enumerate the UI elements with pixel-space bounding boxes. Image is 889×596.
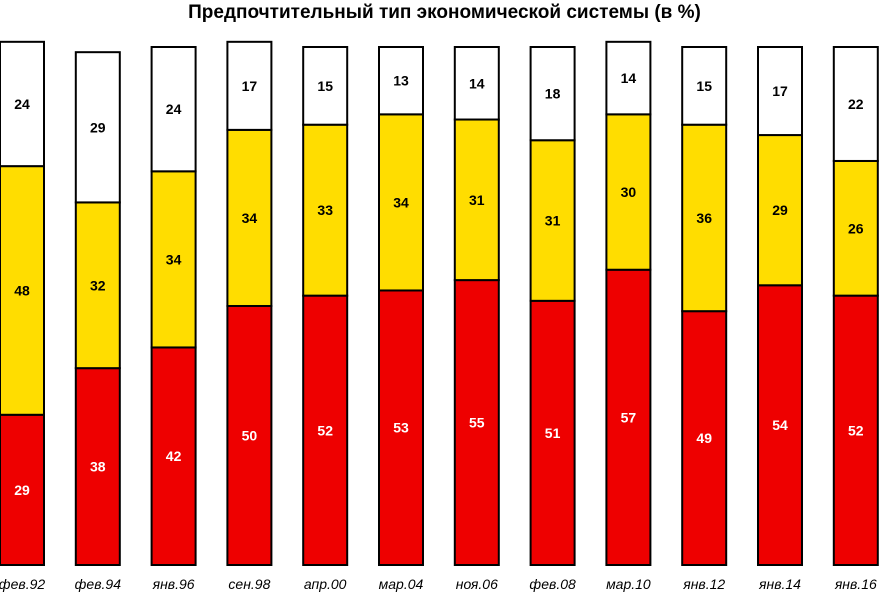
bar-segment-5-2 — [378, 46, 424, 116]
value-label-0-0: 29 — [14, 482, 30, 498]
bar-segment-5-0 — [378, 289, 424, 566]
bar-segment-0-2 — [0, 40, 45, 168]
value-label-11-2: 22 — [848, 96, 864, 112]
bar-segment-7-1 — [529, 139, 576, 302]
value-label-3-1: 34 — [242, 210, 258, 226]
value-label-1-2: 29 — [90, 119, 106, 135]
value-label-1-1: 32 — [90, 277, 106, 293]
bar-segment-7-2 — [529, 46, 576, 142]
value-label-7-1: 31 — [545, 213, 561, 229]
bar-segment-9-0 — [681, 310, 728, 566]
bar-segment-8-1 — [605, 113, 652, 271]
value-label-7-2: 18 — [545, 86, 561, 102]
x-tick-label-10: янв.14 — [758, 576, 801, 592]
bar-segment-2-2 — [150, 46, 197, 173]
value-label-4-2: 15 — [317, 78, 333, 94]
value-label-1-0: 38 — [90, 459, 106, 475]
value-label-10-1: 29 — [772, 202, 788, 218]
bar-segment-10-0 — [757, 284, 803, 566]
bars-group — [0, 40, 879, 566]
value-label-8-2: 14 — [621, 70, 637, 86]
bar-segment-4-1 — [302, 123, 349, 297]
chart-title: Предпочтительный тип экономической систе… — [188, 2, 701, 23]
value-label-9-1: 36 — [696, 210, 712, 226]
bar-segment-6-1 — [453, 118, 500, 282]
x-tick-labels-group: фев.92 фев.94 янв.96 сен.98 апр.00 мар.04 ноя.… — [0, 576, 877, 592]
x-tick-label-7: фев.08 — [529, 576, 576, 592]
x-tick-label-6: ноя.06 — [456, 576, 498, 592]
value-label-11-1: 26 — [848, 220, 864, 236]
bar-segment-4-2 — [302, 46, 349, 126]
value-label-6-0: 55 — [469, 415, 485, 431]
x-tick-label-3: сен.98 — [228, 576, 270, 592]
bar-segment-4-0 — [302, 294, 349, 566]
value-label-9-2: 15 — [696, 78, 712, 94]
value-label-11-0: 52 — [848, 422, 864, 438]
bar-segment-11-0 — [832, 294, 879, 566]
value-label-4-1: 33 — [317, 202, 333, 218]
value-label-2-0: 42 — [166, 448, 182, 464]
bar-segment-6-2 — [453, 46, 500, 121]
x-tick-label-4: апр.00 — [304, 576, 347, 592]
value-label-7-0: 51 — [545, 425, 561, 441]
bar-segment-0-1 — [0, 165, 45, 416]
bar-segment-9-1 — [681, 123, 728, 313]
value-label-4-0: 52 — [317, 422, 333, 438]
bar-segment-3-2 — [226, 40, 273, 131]
x-tick-label-5: мар.04 — [379, 576, 424, 592]
bar-segment-11-1 — [832, 159, 879, 297]
bar-segment-3-1 — [226, 128, 273, 307]
value-label-8-0: 57 — [621, 409, 637, 425]
value-label-0-1: 48 — [14, 282, 30, 298]
value-label-10-0: 54 — [772, 417, 788, 433]
x-tick-label-2: янв.96 — [152, 576, 195, 592]
x-tick-label-1: фев.94 — [75, 576, 122, 592]
value-label-9-0: 49 — [696, 430, 712, 446]
bar-segment-10-1 — [757, 134, 803, 287]
bar-segment-10-2 — [757, 46, 803, 137]
x-tick-label-8: мар.10 — [606, 576, 651, 592]
x-tick-label-11: янв.16 — [834, 576, 877, 592]
bar-segment-9-2 — [681, 46, 728, 126]
bar-segment-11-2 — [832, 46, 879, 162]
value-label-3-0: 50 — [242, 428, 258, 444]
x-tick-label-9: янв.12 — [682, 576, 725, 592]
value-label-2-2: 24 — [166, 101, 182, 117]
value-label-6-1: 31 — [469, 192, 485, 208]
value-label-3-2: 17 — [242, 78, 258, 94]
value-label-2-1: 34 — [166, 251, 182, 267]
value-label-0-2: 24 — [14, 96, 30, 112]
value-label-5-2: 13 — [393, 73, 409, 89]
bar-segment-6-0 — [453, 279, 500, 566]
value-label-6-2: 14 — [469, 75, 485, 91]
value-labels-group: 29 48 24 38 32 29 42 34 24 50 34 17 52 33 15 53 34 13 55 31… — [14, 70, 864, 498]
bar-segment-3-0 — [226, 305, 273, 566]
value-label-5-1: 34 — [393, 194, 409, 210]
bar-segment-1-2 — [74, 51, 121, 204]
value-label-10-2: 17 — [772, 83, 788, 99]
bar-segment-5-1 — [378, 113, 424, 292]
x-tick-label-0: фев.92 — [0, 576, 45, 592]
bar-segment-8-2 — [605, 40, 652, 116]
value-label-5-0: 53 — [393, 420, 409, 436]
value-label-8-1: 30 — [621, 184, 637, 200]
